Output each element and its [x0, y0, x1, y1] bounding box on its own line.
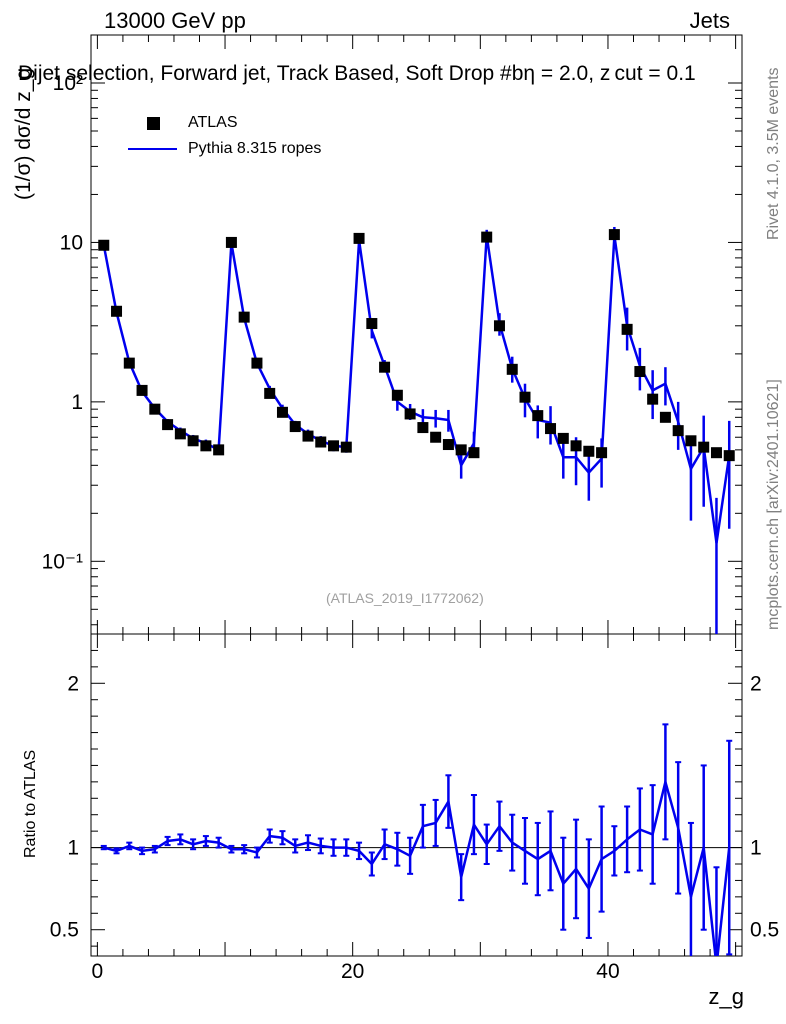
main-y-axis-label: (1/σ) dσ/d z_g — [12, 67, 35, 200]
atlas-data-point — [672, 425, 684, 437]
atlas-data-point — [685, 435, 697, 447]
atlas-data-point — [162, 419, 174, 431]
atlas-data-point — [698, 441, 710, 453]
mc-series-line — [102, 235, 731, 544]
ratio-y-axis-label: Ratio to ATLAS — [22, 749, 39, 858]
atlas-data-point — [621, 323, 633, 335]
atlas-data-point — [468, 447, 480, 459]
atlas-data-point — [174, 428, 186, 440]
atlas-data-point — [391, 389, 403, 401]
atlas-data-point — [570, 440, 582, 452]
atlas-data-point — [557, 432, 569, 444]
atlas-data-point — [481, 231, 493, 243]
plot-title: Dijet selection, Forward jet, Track Base… — [18, 62, 696, 85]
legend-data-marker — [147, 117, 160, 130]
y-tick-label: 10 — [60, 231, 83, 254]
y-tick-label: 1 — [71, 391, 83, 414]
atlas-data-point — [532, 410, 544, 422]
source-label: mcplots.cern.ch [arXiv:2401.10621] — [765, 379, 782, 630]
atlas-data-point — [506, 363, 518, 375]
y-tick-label: 10⁻¹ — [42, 550, 83, 573]
atlas-data-point — [123, 357, 135, 369]
ratio-frame-box — [90, 633, 743, 957]
ratio-panel-frame: 0 20 40 0.5 0.5 1 1 2 2 — [50, 633, 779, 983]
ratio-series-line — [103, 776, 731, 956]
ratio-y-tick-label-right: 2 — [750, 672, 762, 695]
ratio-y-tick-label-right: 0.5 — [750, 919, 779, 942]
ratio-series-group — [91, 723, 742, 956]
atlas-data-point — [200, 440, 212, 452]
category-label: Jets — [689, 8, 730, 33]
atlas-data-point — [149, 403, 161, 415]
atlas-data-point — [315, 436, 327, 448]
atlas-data-point — [366, 318, 378, 330]
atlas-data-point — [404, 408, 416, 420]
atlas-data-point — [493, 320, 505, 332]
atlas-data-point — [264, 387, 276, 399]
atlas-data-point — [238, 311, 250, 323]
atlas-data-point — [430, 431, 442, 443]
atlas-data-point — [353, 232, 365, 244]
energy-label: 13000 GeV pp — [104, 8, 246, 33]
atlas-data-point — [596, 447, 608, 459]
atlas-data-point — [136, 384, 148, 396]
atlas-data-point — [710, 447, 722, 459]
atlas-data-point — [328, 440, 340, 452]
ratio-y-tick-label-left: 1 — [67, 837, 79, 860]
atlas-data-point — [545, 423, 557, 435]
x-axis-label: z_g — [708, 984, 744, 1009]
legend — [128, 117, 177, 150]
atlas-data-point — [659, 411, 671, 423]
atlas-data-point — [634, 366, 646, 378]
legend-data-label: ATLAS — [188, 114, 238, 131]
atlas-data-point — [583, 445, 595, 457]
analysis-id: (ATLAS_2019_I1772062) — [326, 590, 484, 606]
atlas-data-point — [723, 450, 735, 462]
atlas-data-point — [289, 421, 301, 433]
atlas-data-point — [111, 305, 123, 317]
x-tick-label: 20 — [341, 960, 364, 983]
atlas-data-point — [647, 393, 659, 405]
atlas-data-point — [251, 357, 263, 369]
atlas-data-point — [608, 229, 620, 241]
atlas-data-point — [276, 406, 288, 418]
x-tick-label: 40 — [596, 960, 619, 983]
atlas-data-point — [340, 441, 352, 453]
rivet-label: Rivet 4.1.0, 3.5M events — [765, 67, 782, 240]
atlas-data-point — [98, 239, 110, 251]
legend-mc-label: Pythia 8.315 ropes — [188, 140, 322, 157]
main-panel-frame: 10⁻¹ 1 10 10² — [42, 34, 743, 635]
main-series-group — [98, 226, 735, 634]
atlas-data-point — [417, 422, 429, 434]
x-tick-label: 0 — [92, 960, 104, 983]
atlas-data-point — [455, 444, 467, 456]
atlas-data-point — [213, 444, 225, 456]
y-tick-label: 10² — [53, 72, 83, 95]
atlas-data-point — [519, 391, 531, 403]
ratio-y-tick-label-left: 2 — [67, 672, 79, 695]
ratio-y-tick-label-left: 0.5 — [50, 919, 79, 942]
atlas-data-point — [442, 439, 454, 451]
ratio-y-tick-label-right: 1 — [750, 837, 762, 860]
atlas-data-point — [225, 236, 237, 248]
atlas-data-point — [379, 361, 391, 373]
atlas-data-point — [187, 435, 199, 447]
atlas-data-point — [302, 430, 314, 442]
